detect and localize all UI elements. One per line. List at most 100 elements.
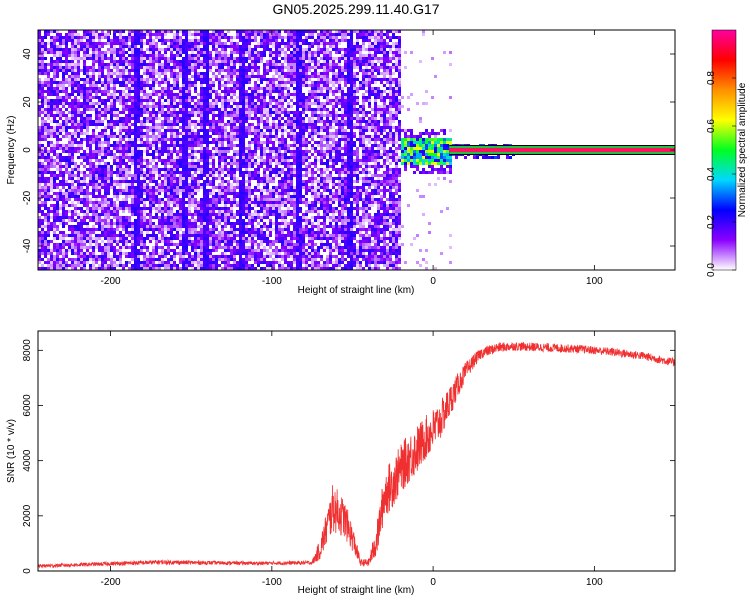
heatmap-cell <box>47 141 50 144</box>
heatmap-cell <box>155 180 158 183</box>
heatmap-cell <box>161 189 164 192</box>
heatmap-cell <box>80 210 83 213</box>
heatmap-cell <box>47 102 50 105</box>
heatmap-cell <box>191 105 194 108</box>
heatmap-cell <box>98 267 101 270</box>
heatmap-cell <box>83 213 86 216</box>
heatmap-cell <box>92 60 95 63</box>
heatmap-cell <box>215 66 218 69</box>
heatmap-cell <box>137 84 140 87</box>
heatmap-cell <box>59 84 62 87</box>
heatmap-cell <box>191 243 194 246</box>
heatmap-cell <box>209 249 212 252</box>
heatmap-cell <box>80 249 83 252</box>
heatmap-cell <box>59 81 62 84</box>
heatmap-cell <box>212 138 215 141</box>
heatmap-cell <box>53 198 56 201</box>
heatmap-cell <box>218 126 221 129</box>
heatmap-cell <box>212 120 215 123</box>
heatmap-cell <box>80 102 83 105</box>
heatmap-cell <box>191 63 194 66</box>
heatmap-cell <box>71 258 74 261</box>
heatmap-cell <box>98 171 101 174</box>
heatmap-cell <box>74 99 77 102</box>
heatmap-cell <box>92 252 95 255</box>
heatmap-cell <box>176 51 179 54</box>
heatmap-cell <box>158 93 161 96</box>
heatmap-cell <box>110 75 113 78</box>
heatmap-cell <box>260 252 263 255</box>
heatmap-cell <box>176 39 179 42</box>
heatmap-cell <box>71 153 74 156</box>
heatmap-cell <box>134 138 137 141</box>
heatmap-cell <box>167 225 170 228</box>
heatmap-cell <box>53 78 56 81</box>
heatmap-cell <box>143 198 146 201</box>
heatmap-cell <box>137 204 140 207</box>
heatmap-cell <box>251 216 254 219</box>
heatmap-cell <box>131 183 134 186</box>
heatmap-cell <box>179 126 182 129</box>
heatmap-cell <box>110 255 113 258</box>
heatmap-cell <box>86 168 89 171</box>
heatmap-cell <box>47 87 50 90</box>
heatmap-cell <box>209 237 212 240</box>
heatmap-cell <box>185 42 188 45</box>
heatmap-cell <box>248 264 251 267</box>
heatmap-cell <box>227 240 230 243</box>
heatmap-cell <box>239 96 242 99</box>
heatmap-cell <box>248 180 251 183</box>
heatmap-cell <box>95 150 98 153</box>
heatmap-cell <box>230 249 233 252</box>
heatmap-cell <box>44 252 47 255</box>
heatmap-cell <box>236 165 239 168</box>
heatmap-cell <box>170 108 173 111</box>
heatmap-cell <box>248 213 251 216</box>
heatmap-cell <box>59 195 62 198</box>
heatmap-cell <box>179 174 182 177</box>
heatmap-cell <box>149 204 152 207</box>
heatmap-cell <box>209 192 212 195</box>
heatmap-cell <box>197 219 200 222</box>
heatmap-cell <box>131 54 134 57</box>
heatmap-cell <box>179 210 182 213</box>
heatmap-cell <box>143 96 146 99</box>
heatmap-cell <box>185 132 188 135</box>
heatmap-cell <box>143 204 146 207</box>
heatmap-cell <box>203 147 206 150</box>
heatmap-cell <box>107 225 110 228</box>
heatmap-cell <box>245 39 248 42</box>
heatmap-cell <box>146 264 149 267</box>
heatmap-cell <box>245 210 248 213</box>
heatmap-cell <box>200 150 203 153</box>
heatmap-cell <box>230 63 233 66</box>
heatmap-cell <box>257 222 260 225</box>
heatmap-cell <box>74 54 77 57</box>
heatmap-cell <box>230 147 233 150</box>
heatmap-cell <box>236 72 239 75</box>
heatmap-cell <box>65 132 68 135</box>
heatmap-cell <box>179 60 182 63</box>
heatmap-cell <box>197 243 200 246</box>
heatmap-cell <box>59 87 62 90</box>
heatmap-cell <box>155 240 158 243</box>
heatmap-cell <box>224 231 227 234</box>
heatmap-cell <box>221 66 224 69</box>
heatmap-cell <box>95 243 98 246</box>
heatmap-cell <box>242 234 245 237</box>
heatmap-cell <box>101 84 104 87</box>
heatmap-cell <box>41 237 44 240</box>
heatmap-cell <box>44 45 47 48</box>
heatmap-cell <box>134 240 137 243</box>
heatmap-cell <box>128 60 131 63</box>
heatmap-cell <box>92 57 95 60</box>
heatmap-cell <box>194 219 197 222</box>
heatmap-cell <box>92 156 95 159</box>
heatmap-cell <box>197 108 200 111</box>
heatmap-cell <box>101 174 104 177</box>
heatmap-cell <box>233 204 236 207</box>
heatmap-cell <box>116 195 119 198</box>
heatmap-cell <box>257 141 260 144</box>
heatmap-cell <box>224 237 227 240</box>
heatmap-cell <box>233 99 236 102</box>
